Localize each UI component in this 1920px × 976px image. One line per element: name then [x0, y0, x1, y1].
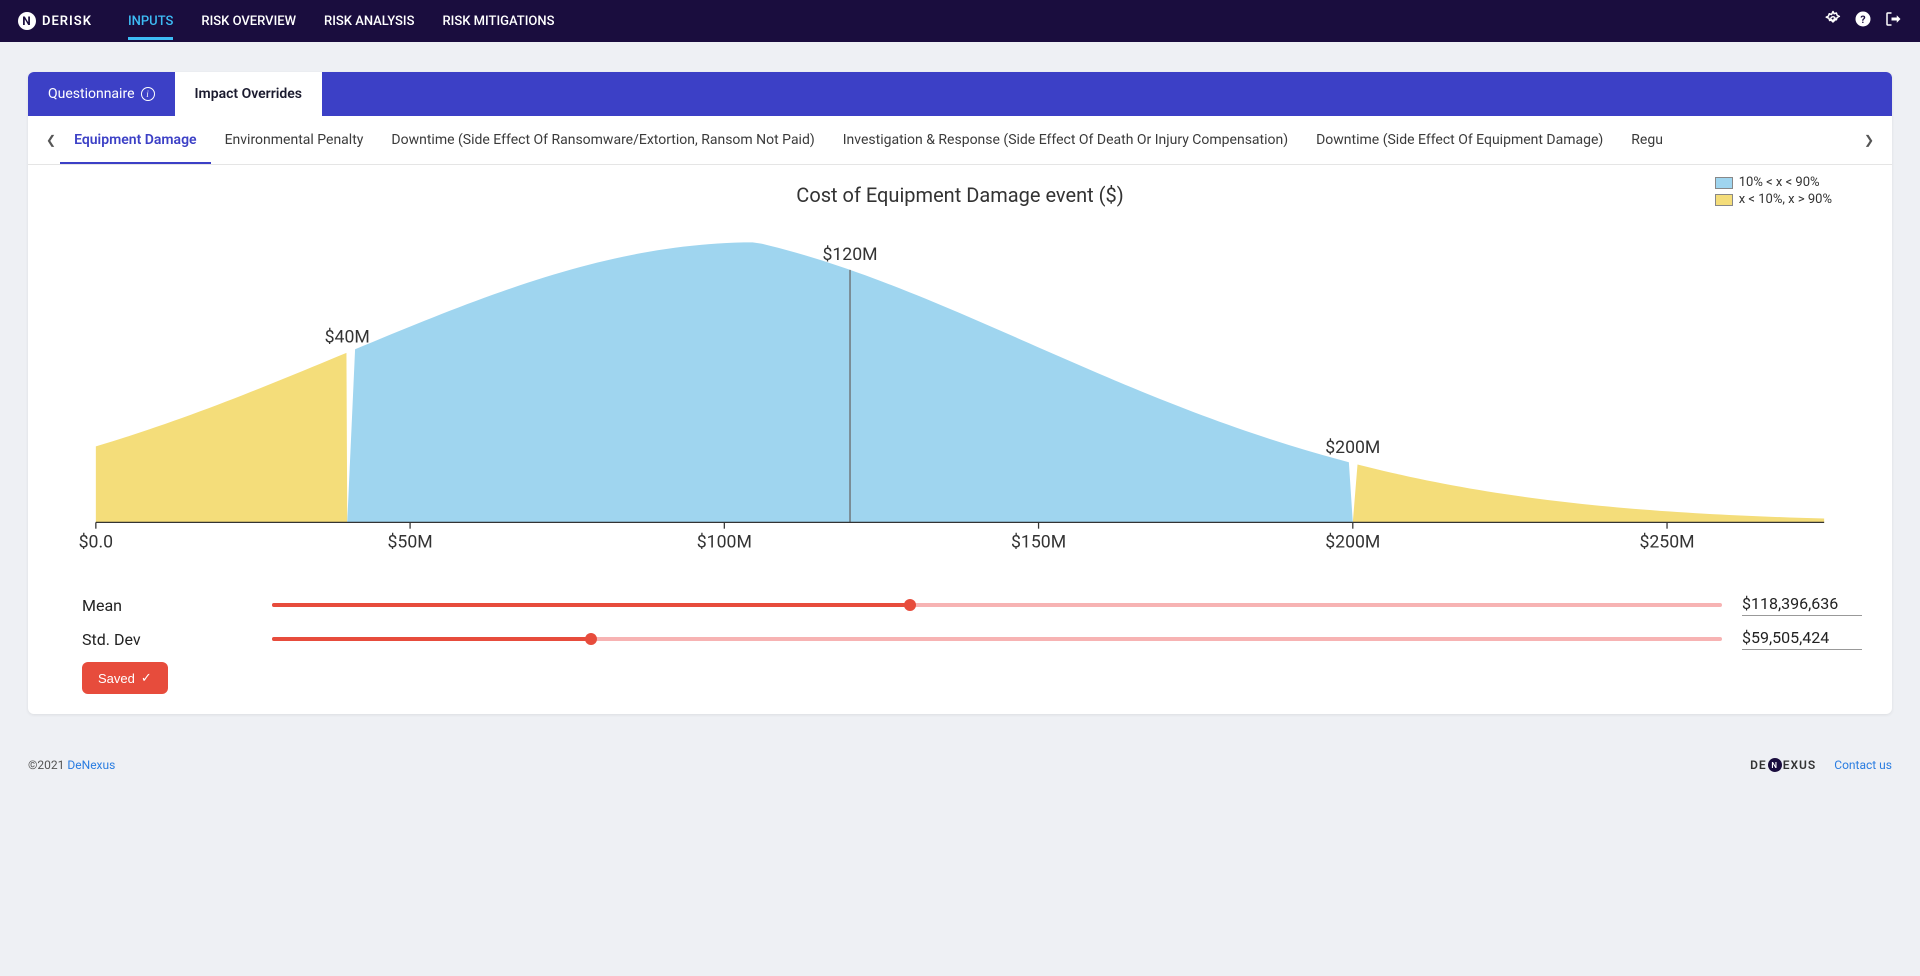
distribution-chart: $0.0 $50M $100M $150M $200M $250M $40M $120M $20…	[58, 207, 1862, 564]
help-icon[interactable]: ?	[1854, 10, 1872, 32]
mean-value: $118,396,636	[1742, 594, 1862, 616]
sliders-panel: Mean $118,396,636 Std. Dev $59,505,424 S…	[28, 588, 1892, 714]
footer-company-link[interactable]: DeNexus	[67, 758, 115, 772]
contact-link[interactable]: Contact us	[1834, 758, 1892, 772]
subtab-1[interactable]: Environmental Penalty	[211, 116, 378, 164]
info-icon: i	[141, 87, 155, 101]
svg-text:$120M: $120M	[822, 244, 877, 265]
nav-risk-analysis[interactable]: RISK ANALYSIS	[324, 3, 414, 40]
brand-text: DERISK	[42, 14, 92, 29]
stddev-row: Std. Dev $59,505,424	[82, 628, 1862, 650]
svg-text:$100M: $100M	[697, 532, 752, 553]
subtab-2[interactable]: Downtime (Side Effect Of Ransomware/Exto…	[377, 116, 828, 164]
svg-text:$200M: $200M	[1325, 532, 1380, 553]
saved-button[interactable]: Saved ✓	[82, 662, 168, 694]
nav-links: INPUTS RISK OVERVIEW RISK ANALYSIS RISK MIT…	[128, 3, 554, 40]
scroll-left-icon[interactable]: ❮	[42, 129, 60, 151]
subtab-3[interactable]: Investigation & Response (Side Effect Of…	[829, 116, 1302, 164]
stddev-label: Std. Dev	[82, 630, 252, 649]
saved-label: Saved	[98, 671, 135, 686]
legend-item: 10% < x < 90%	[1715, 175, 1832, 190]
svg-text:$250M: $250M	[1639, 532, 1694, 553]
top-nav: N DERISK INPUTS RISK OVERVIEW RISK ANALYSI…	[0, 0, 1920, 42]
nav-inputs[interactable]: INPUTS	[128, 3, 173, 40]
svg-text:$200M: $200M	[1325, 437, 1380, 458]
tab-questionnaire[interactable]: Questionnairei	[28, 72, 175, 116]
svg-text:$0.0: $0.0	[79, 532, 113, 553]
card: QuestionnaireiImpact Overrides ❮ Equipme…	[28, 72, 1892, 714]
subtab-0[interactable]: Equipment Damage	[60, 116, 211, 164]
check-icon: ✓	[141, 670, 152, 686]
mean-row: Mean $118,396,636	[82, 594, 1862, 616]
logout-icon[interactable]	[1884, 10, 1902, 32]
scroll-right-icon[interactable]: ❯	[1860, 129, 1878, 151]
mean-slider[interactable]	[272, 603, 1722, 607]
subtabs: Equipment DamageEnvironmental PenaltyDow…	[60, 116, 1860, 164]
svg-text:?: ?	[1860, 13, 1865, 26]
mean-label: Mean	[82, 596, 252, 615]
stddev-value: $59,505,424	[1742, 628, 1862, 650]
svg-text:$40M: $40M	[325, 326, 370, 347]
subtab-5[interactable]: Regu	[1617, 116, 1677, 164]
stddev-slider[interactable]	[272, 637, 1722, 641]
chart-title: Cost of Equipment Damage event ($)	[58, 183, 1862, 207]
main-container: QuestionnaireiImpact Overrides ❮ Equipme…	[0, 42, 1920, 714]
svg-text:$50M: $50M	[387, 532, 432, 553]
svg-text:$150M: $150M	[1011, 532, 1066, 553]
nav-risk-overview[interactable]: RISK OVERVIEW	[201, 3, 296, 40]
footer: ©2021 DeNexus DENEXUS Contact us	[0, 744, 1920, 786]
footer-logo: DENEXUS	[1750, 758, 1816, 772]
nav-risk-mitigations[interactable]: RISK MITIGATIONS	[442, 3, 554, 40]
tab-impact-overrides[interactable]: Impact Overrides	[175, 72, 323, 116]
brand-icon: N	[18, 12, 36, 30]
chart-legend: 10% < x < 90% x < 10%, x > 90%	[1715, 175, 1832, 209]
tab-bar: QuestionnaireiImpact Overrides	[28, 72, 1892, 116]
brand-logo: N DERISK	[18, 12, 92, 30]
nav-icons: ?	[1824, 10, 1902, 32]
subtab-4[interactable]: Downtime (Side Effect Of Equipment Damag…	[1302, 116, 1617, 164]
chart-area: 10% < x < 90% x < 10%, x > 90% Cost of Eq…	[28, 165, 1892, 588]
settings-icon[interactable]	[1824, 10, 1842, 32]
subtab-row: ❮ Equipment DamageEnvironmental PenaltyD…	[28, 116, 1892, 165]
legend-item: x < 10%, x > 90%	[1715, 192, 1832, 207]
footer-year: ©2021	[28, 758, 64, 772]
